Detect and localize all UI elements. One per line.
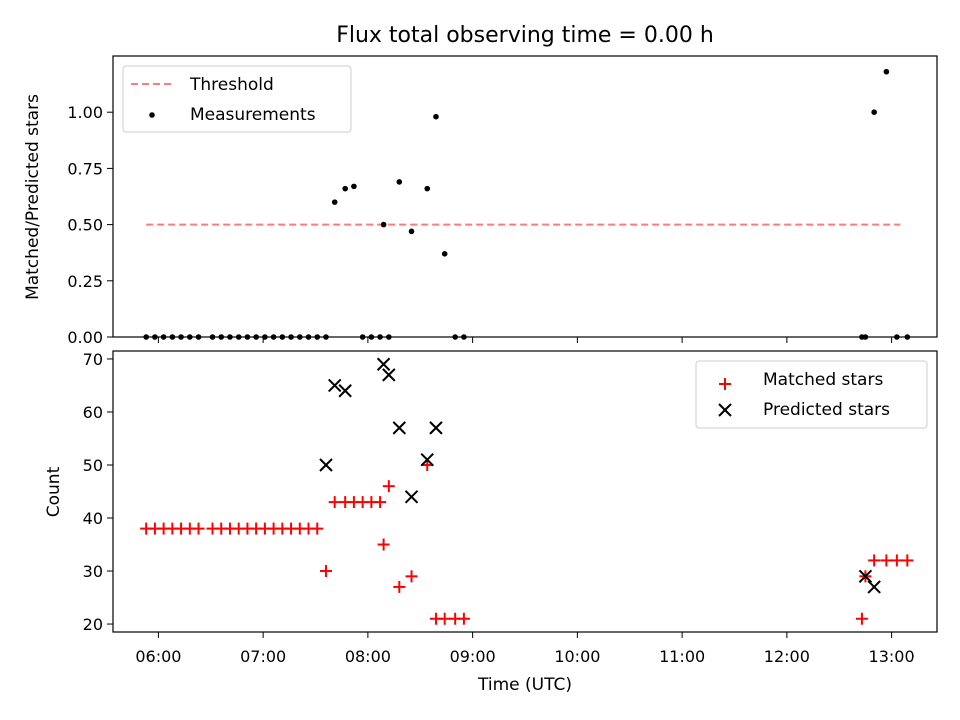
matched-star-marker (890, 554, 903, 567)
top-chart: Flux total observing time = 0.00 h Match… (23, 23, 938, 347)
matched-star-marker (374, 496, 387, 509)
bottom-y-tick-label: 30 (83, 562, 103, 581)
legend-measurements-label: Measurements (190, 105, 316, 125)
matched-star-marker (457, 612, 470, 625)
bottom-chart: Count Time (UTC) 20 30 40 50 60 70 06:00 07:00… (44, 350, 938, 695)
top-legend-box (122, 65, 352, 133)
measurement-point (433, 113, 439, 120)
top-legend: Threshold Measurements (122, 65, 352, 133)
top-y-tick-label: 0.25 (67, 272, 103, 291)
top-y-axis-label: Matched/Predicted stars (23, 94, 43, 300)
matched-star-marker (405, 570, 418, 583)
matched-star-marker (192, 522, 205, 535)
legend-threshold-label: Threshold (189, 75, 274, 95)
bottom-y-ticks: 20 30 40 50 60 70 (83, 350, 113, 634)
legend-matched-swatch (719, 378, 731, 390)
matched-star-marker (901, 554, 914, 567)
bottom-y-tick-label: 40 (83, 509, 103, 528)
bottom-legend-box (695, 360, 928, 429)
top-chart-title: Flux total observing time = 0.00 h (336, 23, 714, 48)
matched-star-marker (393, 580, 406, 593)
matched-star-marker (382, 480, 395, 493)
bottom-x-ticks: 06:00 07:00 08:00 09:00 10:00 11:00 12:00 13:00 (135, 632, 915, 666)
bottom-x-tick-label: 09:00 (450, 647, 496, 666)
measurement-point (441, 251, 448, 257)
top-y-tick-label: 0.00 (67, 328, 103, 347)
legend-measurements-swatch (149, 112, 155, 118)
bottom-x-axis-label: Time (UTC) (477, 675, 572, 695)
predicted-star-marker (858, 569, 873, 584)
matched-star-marker (868, 554, 881, 567)
predicted-star-marker (338, 384, 352, 398)
matched-star-marker (880, 554, 893, 567)
predicted-star-marker (429, 421, 443, 435)
matched-star-marker (328, 496, 341, 509)
bottom-plot-area (140, 357, 914, 625)
bottom-legend: Matched stars Predicted stars (695, 360, 928, 429)
measurement-point (871, 109, 877, 115)
predicted-star-marker (404, 490, 419, 504)
matched-star-marker (311, 522, 324, 535)
bottom-x-tick-label: 06:00 (135, 647, 181, 666)
predicted-star-marker (392, 421, 407, 435)
bottom-x-tick-label: 10:00 (554, 647, 600, 666)
legend-matched-label: Matched stars (763, 370, 883, 390)
measurement-point (380, 221, 387, 228)
predicted-star-marker (319, 458, 333, 472)
bottom-x-tick-label: 13:00 (869, 647, 915, 666)
top-y-tick-label: 0.50 (67, 216, 103, 235)
measurement-point (424, 185, 431, 192)
predicted-star-marker (867, 580, 881, 594)
bottom-y-tick-label: 70 (83, 350, 103, 369)
predicted-star-marker (420, 452, 434, 467)
bottom-x-tick-label: 11:00 (659, 647, 705, 666)
legend-predicted-swatch (718, 403, 732, 417)
measurement-point (351, 183, 357, 190)
matched-star-marker (377, 538, 390, 551)
bottom-x-tick-label: 08:00 (345, 647, 391, 666)
top-y-tick-label: 1.00 (67, 103, 103, 122)
measurement-point (883, 68, 890, 75)
bottom-x-tick-label: 07:00 (240, 647, 286, 666)
legend-predicted-label: Predicted stars (763, 400, 890, 420)
bottom-y-tick-label: 50 (83, 456, 103, 475)
measurement-point (331, 199, 338, 205)
bottom-x-tick-label: 12:00 (764, 647, 810, 666)
matched-star-marker (438, 612, 451, 625)
measurement-point (342, 185, 348, 192)
bottom-y-tick-label: 60 (83, 403, 103, 422)
matched-star-marker (855, 612, 868, 625)
predicted-star-marker (376, 357, 391, 371)
predicted-star-marker (328, 378, 342, 393)
top-y-ticks: 0.00 0.25 0.50 0.75 1.00 (67, 103, 113, 347)
measurement-point (396, 179, 403, 185)
matched-star-marker (319, 565, 332, 578)
bottom-y-axis-label: Count (44, 466, 64, 517)
bottom-y-tick-label: 20 (83, 615, 103, 634)
top-y-tick-label: 0.75 (67, 159, 103, 178)
top-axes-frame (112, 55, 938, 338)
predicted-star-marker (382, 368, 396, 382)
top-x-ticks (157, 337, 893, 343)
bottom-axes-frame (112, 350, 938, 633)
measurement-point (408, 228, 415, 235)
